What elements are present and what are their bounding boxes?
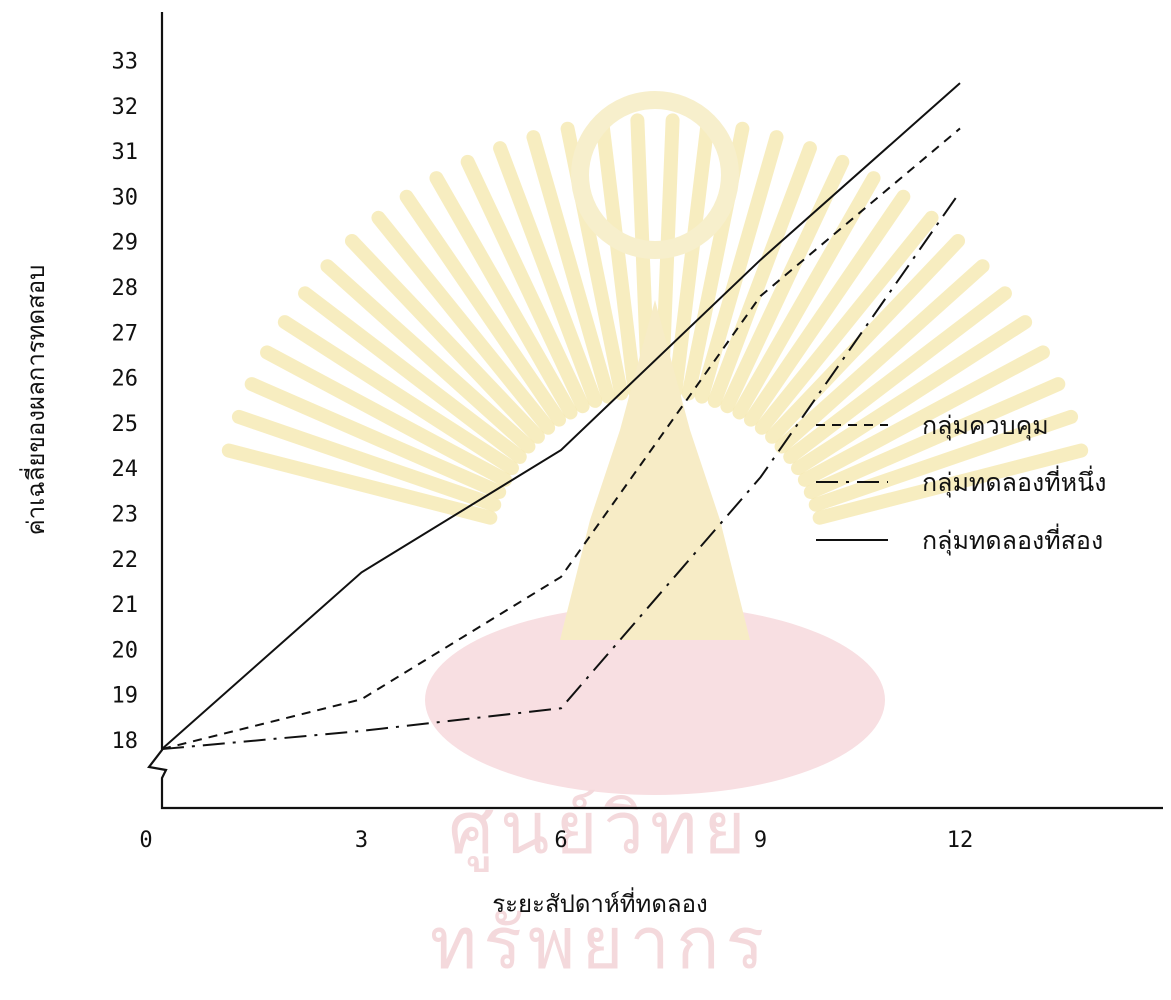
series-line-2 <box>161 191 961 751</box>
x-tick-label: 6 <box>554 828 567 853</box>
y-tick-label: 23 <box>112 503 139 528</box>
y-tick-label: 31 <box>112 140 139 165</box>
y-tick-label: 32 <box>112 95 139 120</box>
axis-lines <box>147 12 1163 810</box>
y-tick-label: 29 <box>112 231 139 256</box>
y-tick-label: 25 <box>112 412 139 437</box>
y-tick-label: 21 <box>112 593 139 618</box>
legend-label-2: กลุ่มทดลองที่หนึ่ง <box>922 465 1106 498</box>
x-tick-label: 9 <box>754 828 767 853</box>
line-chart: 18 19 20 21 22 23 24 25 26 27 28 29 30 31 32 33 0 3 6 9 12 ก… <box>19 12 1163 918</box>
x-axis-label: ระยะสัปดาห์ที่ทดลอง <box>492 887 708 918</box>
y-tick-label: 27 <box>112 321 139 346</box>
legend-label-1: กลุ่มควบคุม <box>922 411 1049 441</box>
y-tick-label: 24 <box>112 457 139 482</box>
legend: กลุ่มควบคุมกลุ่มทดลองที่หนึ่งกลุ่มทดลองท… <box>816 411 1106 556</box>
axes <box>147 12 1163 810</box>
series-line-1 <box>161 127 961 751</box>
x-tick-label: 3 <box>355 828 368 853</box>
y-tick-label: 20 <box>112 638 139 663</box>
tick-labels: 18 19 20 21 22 23 24 25 26 27 28 29 30 31 32 33 0 3 6 9 12 <box>112 50 974 854</box>
y-tick-label: 33 <box>112 50 139 75</box>
x-tick-label: 12 <box>947 828 974 853</box>
y-axis-label: ค่าเฉลี่ยของผลการทดสอบ <box>19 265 50 536</box>
y-tick-label: 26 <box>112 367 139 392</box>
y-tick-label: 30 <box>112 185 139 210</box>
series-lines <box>161 82 961 751</box>
y-tick-label: 18 <box>112 729 139 754</box>
y-tick-label: 22 <box>112 548 139 573</box>
y-tick-label: 28 <box>112 276 139 301</box>
series-line-3 <box>161 82 961 750</box>
y-tick-label: 19 <box>112 684 139 709</box>
x-tick-label: 0 <box>139 828 152 853</box>
legend-label-3: กลุ่มทดลองที่สอง <box>922 523 1103 556</box>
